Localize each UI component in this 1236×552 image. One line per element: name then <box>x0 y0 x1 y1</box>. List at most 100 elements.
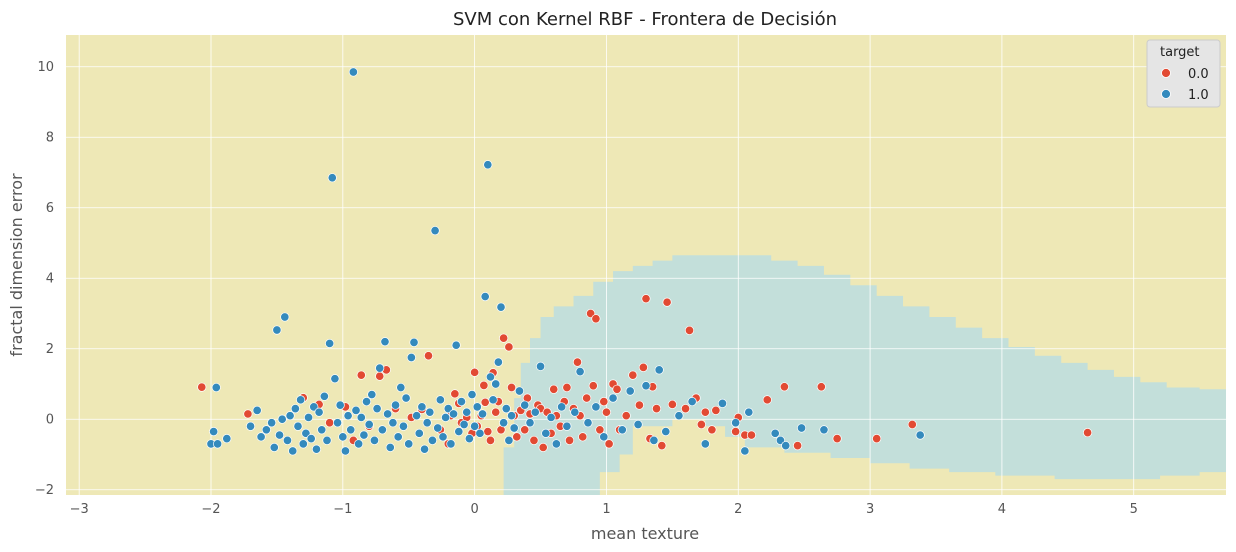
x-tick-label: −3 <box>70 502 89 517</box>
data-point-class-1 <box>311 444 322 454</box>
data-point-class-0 <box>684 325 695 335</box>
data-point-class-1 <box>506 411 517 421</box>
data-point-class-1 <box>520 400 530 410</box>
data-point-class-1 <box>213 439 223 449</box>
x-tick-label: 0 <box>470 502 478 517</box>
x-axis-label: mean texture <box>591 524 699 543</box>
data-point-class-1 <box>451 340 461 350</box>
data-point-class-1 <box>448 409 459 419</box>
data-point-class-1 <box>462 407 472 417</box>
data-point-class-0 <box>657 441 667 451</box>
y-axis-label: fractal dimension error <box>7 173 26 357</box>
data-point-class-0 <box>662 297 672 307</box>
data-point-class-0 <box>520 425 530 435</box>
data-point-class-1 <box>261 425 271 435</box>
data-point-class-0 <box>816 382 826 392</box>
legend-title: target <box>1160 45 1200 60</box>
data-point-class-1 <box>288 446 298 456</box>
data-point-class-0 <box>707 425 717 435</box>
x-tick-label: 1 <box>602 502 610 517</box>
data-point-class-1 <box>674 411 684 421</box>
data-point-class-0 <box>680 404 691 414</box>
data-point-class-1 <box>591 402 601 412</box>
data-point-class-1 <box>583 418 593 428</box>
data-point-class-1 <box>744 407 754 417</box>
data-point-class-0 <box>450 389 460 399</box>
data-point-class-0 <box>591 314 601 324</box>
data-point-class-0 <box>696 419 706 430</box>
data-point-class-1 <box>796 423 807 433</box>
data-point-class-1 <box>401 393 411 403</box>
data-point-class-1 <box>419 444 430 454</box>
data-point-class-1 <box>356 412 366 423</box>
data-point-class-1 <box>267 418 277 428</box>
data-point-class-1 <box>306 434 316 444</box>
data-point-class-1 <box>298 439 308 449</box>
data-point-class-1 <box>377 425 387 435</box>
data-point-class-1 <box>530 407 540 417</box>
data-point-class-0 <box>746 430 757 440</box>
data-point-class-0 <box>700 407 710 417</box>
data-point-class-1 <box>367 389 377 400</box>
data-point-class-1 <box>509 423 519 433</box>
data-point-class-1 <box>372 404 382 414</box>
data-point-class-1 <box>480 291 490 302</box>
data-point-class-1 <box>546 412 556 423</box>
data-point-class-1 <box>332 418 343 428</box>
data-point-class-1 <box>296 395 306 405</box>
data-point-class-1 <box>269 442 279 452</box>
data-point-class-0 <box>578 432 588 442</box>
x-tick-label: −1 <box>333 502 352 517</box>
data-point-class-0 <box>588 381 598 391</box>
grid <box>66 35 1226 495</box>
data-point-class-1 <box>472 402 482 412</box>
data-point-class-1 <box>285 411 295 421</box>
data-point-class-0 <box>356 370 366 380</box>
y-tick-label: 2 <box>46 342 54 357</box>
data-point-class-1 <box>427 435 438 445</box>
legend-label-class-0: 0.0 <box>1188 67 1209 82</box>
y-tick-label: 4 <box>46 272 54 287</box>
data-point-class-0 <box>491 407 501 417</box>
data-point-class-1 <box>393 432 403 442</box>
x-tick-label: 5 <box>1130 502 1138 517</box>
data-point-class-0 <box>582 393 592 403</box>
data-point-class-1 <box>364 419 374 430</box>
legend-label-class-1: 1.0 <box>1188 88 1209 103</box>
x-tick-label: −2 <box>201 502 220 517</box>
data-point-class-0 <box>634 400 644 410</box>
data-point-class-1 <box>398 421 409 431</box>
data-point-class-1 <box>245 421 256 431</box>
data-point-class-1 <box>491 379 501 389</box>
data-point-class-0 <box>562 382 572 393</box>
data-point-class-0 <box>572 357 583 367</box>
data-point-class-0 <box>762 395 772 405</box>
legend: target 0.0 1.0 <box>1146 39 1221 108</box>
data-point-class-0 <box>628 370 638 380</box>
data-point-class-1 <box>277 414 287 424</box>
data-point-class-0 <box>197 382 207 392</box>
data-point-class-0 <box>793 441 803 451</box>
data-point-class-1 <box>485 372 496 382</box>
data-point-class-1 <box>252 405 262 415</box>
x-tick-label: 4 <box>998 502 1006 517</box>
tick-labels: −3 −2 −1 0 1 2 3 4 5 −2 0 2 4 6 8 10 <box>35 60 1138 517</box>
data-point-class-0 <box>599 397 609 407</box>
data-point-class-1 <box>499 418 509 428</box>
data-point-class-1 <box>441 412 451 423</box>
data-point-class-1 <box>375 363 385 373</box>
data-point-class-0 <box>375 371 385 381</box>
data-point-class-0 <box>480 397 490 407</box>
data-point-class-1 <box>335 400 345 410</box>
data-point-class-1 <box>417 402 427 412</box>
data-point-class-1 <box>348 67 358 77</box>
data-point-class-1 <box>731 418 741 428</box>
legend-marker-class-1 <box>1161 89 1171 99</box>
data-point-class-1 <box>504 435 514 445</box>
data-point-class-0 <box>470 367 480 377</box>
data-point-class-1 <box>319 391 329 401</box>
points-layer <box>197 67 1093 456</box>
data-point-class-1 <box>915 430 925 440</box>
data-point-class-1 <box>617 425 627 435</box>
data-point-class-0 <box>604 439 614 449</box>
